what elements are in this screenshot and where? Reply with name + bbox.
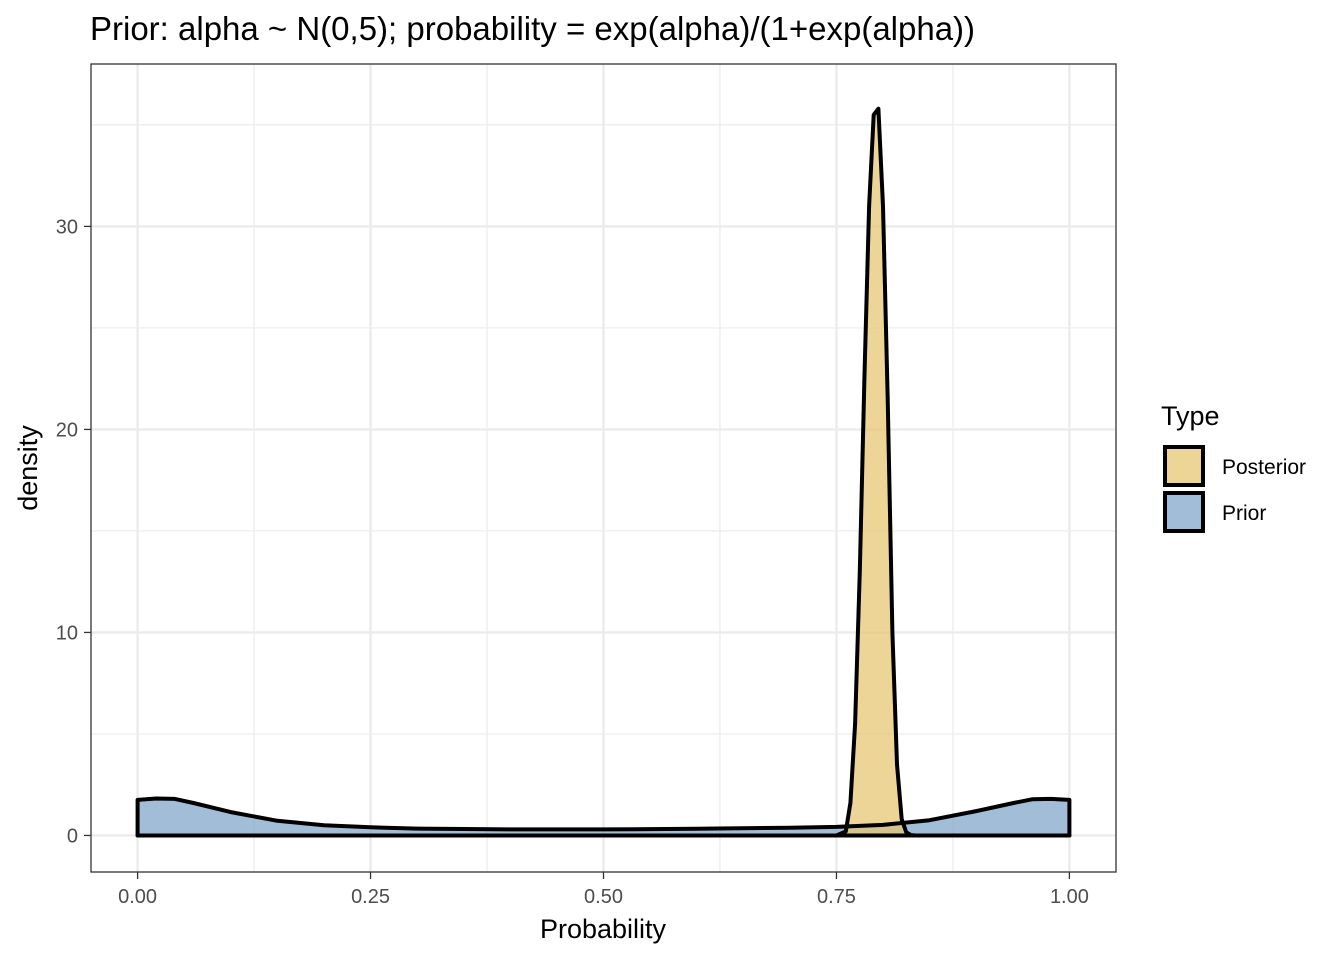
- legend-key-prior: [1163, 491, 1205, 533]
- posterior-area: [137, 108, 1070, 836]
- y-tick-label: 20: [56, 419, 78, 441]
- x-tick-label: 0.25: [351, 886, 390, 908]
- x-tick-label: 0.00: [118, 886, 157, 908]
- y-axis: 0 10 20 30: [56, 216, 91, 847]
- x-tick-label: 1.00: [1050, 886, 1089, 908]
- x-tick-label: 0.50: [584, 886, 623, 908]
- legend-label: Prior: [1222, 502, 1266, 525]
- prior-outline: [135, 796, 1072, 838]
- prior-area: [137, 798, 1070, 836]
- x-axis: 0.00 0.25 0.50 0.75 1.00: [118, 872, 1089, 908]
- y-axis-title: density: [13, 425, 43, 511]
- legend-label: Posterior: [1222, 456, 1306, 479]
- posterior-outline: [135, 106, 1072, 838]
- y-tick-label: 0: [67, 825, 78, 847]
- legend: Type Posterior Prior: [1161, 401, 1306, 533]
- y-tick-label: 30: [56, 216, 78, 238]
- legend-title: Type: [1161, 401, 1220, 431]
- legend-key-posterior: [1163, 445, 1205, 487]
- x-axis-title: Probability: [540, 914, 667, 944]
- y-tick-label: 10: [56, 622, 78, 644]
- chart-title: Prior: alpha ~ N(0,5); probability = exp…: [90, 10, 975, 47]
- x-tick-label: 0.75: [817, 886, 856, 908]
- density-lines: [135, 106, 1072, 838]
- density-areas: [137, 108, 1070, 836]
